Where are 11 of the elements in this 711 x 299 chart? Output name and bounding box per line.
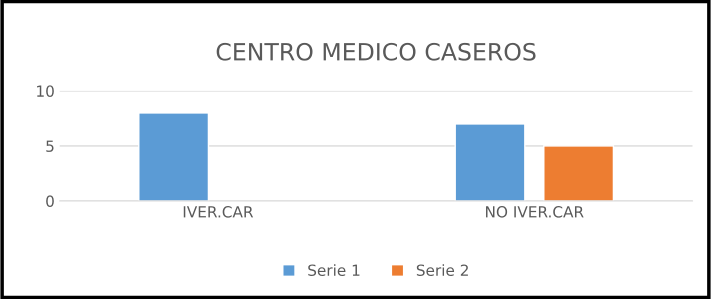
y-tick-label: 0 bbox=[46, 195, 54, 207]
legend-label: Serie 1 bbox=[308, 264, 360, 276]
bar bbox=[454, 123, 526, 201]
chart-title: CENTRO MEDICO CASEROS bbox=[216, 42, 536, 61]
bar bbox=[543, 145, 614, 201]
y-tick-label: 5 bbox=[46, 140, 54, 152]
x-tick-label: NO IVER.CAR bbox=[486, 206, 584, 218]
x-tick-label: IVER.CAR bbox=[184, 206, 254, 218]
y-tick-label: 10 bbox=[37, 85, 54, 97]
bar bbox=[138, 112, 210, 201]
legend-label: Serie 2 bbox=[416, 264, 468, 276]
